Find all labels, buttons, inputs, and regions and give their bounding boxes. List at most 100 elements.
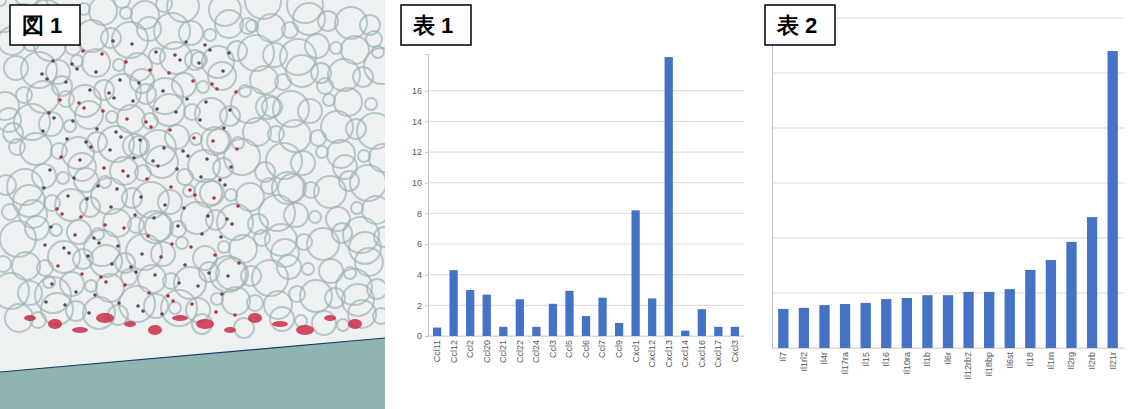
cell [114,130,118,134]
cell [145,177,149,181]
cell [212,196,216,200]
cell [112,96,116,100]
tissue-wall [194,179,222,207]
cell [229,165,233,169]
image [0,0,385,409]
tissue-wall [272,172,304,204]
x-axis: Il7Il1rl2Il4rIl17raIl15Il16Il10raIl1bIl6… [773,348,1125,380]
tissue-wall [4,56,28,80]
cell [99,275,103,279]
cell [133,213,137,217]
tissue-wall [131,1,159,29]
tissue-wall [286,55,318,87]
tissue-wall [179,21,203,45]
tissue-wall [121,269,137,285]
cell [81,49,85,53]
cell [66,194,70,198]
tissue-wall [282,22,298,38]
bar [1046,260,1056,348]
tick-label: 6 [417,239,422,249]
tick-label: Ccl7 [597,340,607,358]
tick: 8 [417,209,428,219]
tick-label: Il4r [819,352,829,365]
tick-label: Il7 [778,352,788,362]
tissue-wall [27,81,59,113]
bar [466,290,474,336]
tick-label: Il15 [861,352,871,367]
cell [176,224,180,228]
grid-line [428,90,744,91]
cell [89,145,93,149]
tissue-wall [265,224,297,256]
bars [778,51,1118,348]
panel-label-box [10,5,80,45]
tissue-wall [46,60,70,84]
tick: Il2rb [1087,348,1097,370]
cell [74,290,78,294]
tick-label: Cxcl12 [647,340,657,368]
tick: Il1rl2 [799,348,809,372]
tick-mark [425,121,428,122]
tick: Ccl9 [614,336,624,358]
tissue-wall [305,34,329,58]
red-stain [324,315,336,321]
tick-mark [425,183,428,184]
bar [450,270,458,336]
tissue-wall [177,169,193,185]
red-stain [248,313,262,323]
cell [156,164,160,168]
tissue-wall [256,95,280,119]
cell [84,140,88,144]
tick: Il1b [922,348,932,367]
panel-label-text: 表 1 [412,13,453,38]
cell [181,149,185,153]
cell [230,222,234,226]
red-stain [348,319,362,329]
bar [433,328,441,336]
tick: Il6r [943,348,953,365]
tissue-wall [160,42,192,74]
tissue-wall [0,0,6,6]
tissue-wall [366,31,382,47]
tissue-wall [357,113,385,149]
cell [80,272,84,276]
bar [565,291,573,336]
cell [182,206,186,210]
cell [121,169,125,173]
tissue-wall [20,133,52,165]
tick: Il15 [861,348,871,367]
tissue-wall [291,151,315,175]
cell [191,79,195,83]
grid-line [428,121,744,122]
bar [963,292,973,348]
x-axis: Ccl11Ccl12Ccl2Ccl20Ccl21Ccl22Ccl24Ccl3Cc… [429,336,745,368]
cell [174,110,178,114]
bar [698,309,706,336]
grid-line [772,128,1124,129]
tissue-wall [319,259,343,283]
cell [153,273,157,277]
grid-line [428,182,744,183]
tick-mark [425,213,428,214]
red-stain [196,319,214,329]
tissue-wall [195,98,227,130]
cell [79,215,83,219]
cell [78,158,82,162]
red-stain [72,327,88,333]
panel-label-box [401,5,471,45]
tissue-wall [165,125,189,149]
cell [184,40,188,44]
cell [130,42,134,46]
tissue-wall [334,88,362,116]
tissue-wall [60,272,84,296]
tissue-wall [139,211,171,243]
grid-line [428,305,744,306]
tissue-wall [263,43,287,67]
figure: 図 10246810121416Ccl11Ccl12Ccl2Ccl20Ccl21… [0,0,1131,409]
red-stain [296,325,314,335]
tissue-wall [80,197,100,217]
cell [116,244,120,248]
tissue-wall [298,99,322,123]
tick-label: Cxcl3 [730,340,740,363]
bar [615,323,623,336]
